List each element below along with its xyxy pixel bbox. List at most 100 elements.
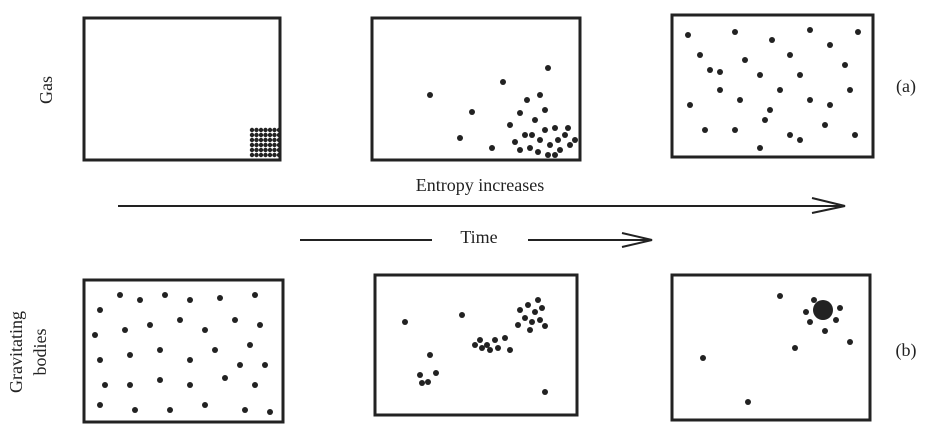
particle	[254, 127, 259, 133]
particle	[157, 377, 163, 383]
particle	[147, 322, 153, 328]
particle	[267, 132, 273, 138]
particle	[527, 145, 533, 151]
particle	[427, 352, 433, 358]
particle	[272, 127, 277, 133]
particle	[247, 342, 253, 348]
particle	[232, 317, 238, 323]
particle	[267, 137, 273, 143]
particle	[767, 107, 773, 113]
particle	[847, 339, 853, 345]
particle	[552, 152, 558, 158]
particle	[263, 142, 268, 148]
particle	[249, 127, 255, 133]
box	[370, 16, 582, 162]
particle	[565, 125, 571, 131]
particle	[276, 142, 282, 148]
particle	[477, 337, 483, 343]
particle	[267, 127, 273, 133]
particle	[502, 335, 508, 341]
particle	[217, 295, 223, 301]
particle	[507, 122, 513, 128]
particle	[276, 127, 282, 133]
particle	[537, 92, 543, 98]
particle	[529, 132, 535, 138]
particle	[97, 357, 103, 363]
particle	[524, 97, 530, 103]
particle	[263, 132, 268, 138]
particle	[807, 27, 813, 33]
particle	[272, 152, 277, 158]
particle	[847, 87, 853, 93]
particle	[187, 297, 193, 303]
particle	[542, 323, 548, 329]
particle	[522, 315, 528, 321]
particle	[202, 327, 208, 333]
particle	[792, 345, 798, 351]
particle	[552, 125, 558, 131]
particle	[687, 102, 693, 108]
particle	[757, 145, 763, 151]
row-tag: (b)	[896, 340, 917, 361]
particle	[529, 319, 535, 325]
particle	[276, 147, 282, 153]
particle	[525, 302, 531, 308]
particle	[127, 382, 133, 388]
particle	[813, 300, 833, 320]
row-label: Gas	[36, 76, 56, 104]
particle	[237, 362, 243, 368]
particle	[127, 352, 133, 358]
particle	[257, 322, 263, 328]
entropy-label: Entropy increases	[416, 175, 544, 195]
arrow-head	[811, 197, 846, 214]
particle	[842, 62, 848, 68]
particle	[263, 152, 268, 158]
particle	[539, 305, 545, 311]
particle	[402, 319, 408, 325]
particle	[517, 147, 523, 153]
particle	[272, 137, 277, 143]
particle	[732, 29, 738, 35]
box	[82, 278, 285, 424]
particle	[242, 407, 248, 413]
particle	[555, 137, 561, 143]
particle	[517, 307, 523, 313]
particle	[267, 409, 273, 415]
particle	[797, 137, 803, 143]
particle	[542, 127, 548, 133]
particle	[807, 97, 813, 103]
particle	[537, 137, 543, 143]
particle	[263, 127, 268, 133]
particle	[787, 132, 793, 138]
particle	[177, 317, 183, 323]
particle	[117, 292, 123, 298]
particle	[515, 322, 521, 328]
particle	[167, 407, 173, 413]
particle	[417, 372, 423, 378]
particle	[187, 357, 193, 363]
particle	[811, 297, 817, 303]
particle	[263, 147, 268, 153]
box	[670, 13, 875, 159]
particle	[425, 379, 431, 385]
particle	[745, 399, 751, 405]
particle	[532, 117, 538, 123]
particle	[92, 332, 98, 338]
particle	[258, 152, 264, 158]
particle	[202, 402, 208, 408]
particle	[500, 79, 506, 85]
particle	[707, 67, 713, 73]
particle	[787, 52, 793, 58]
particle	[700, 355, 706, 361]
particle	[276, 152, 282, 158]
particle	[276, 132, 282, 138]
particle	[132, 407, 138, 413]
particle	[157, 347, 163, 353]
particle	[535, 297, 541, 303]
particle	[267, 142, 273, 148]
particle	[276, 137, 282, 143]
particle	[827, 42, 833, 48]
particle	[479, 345, 485, 351]
particle	[249, 137, 255, 143]
particle	[162, 292, 168, 298]
